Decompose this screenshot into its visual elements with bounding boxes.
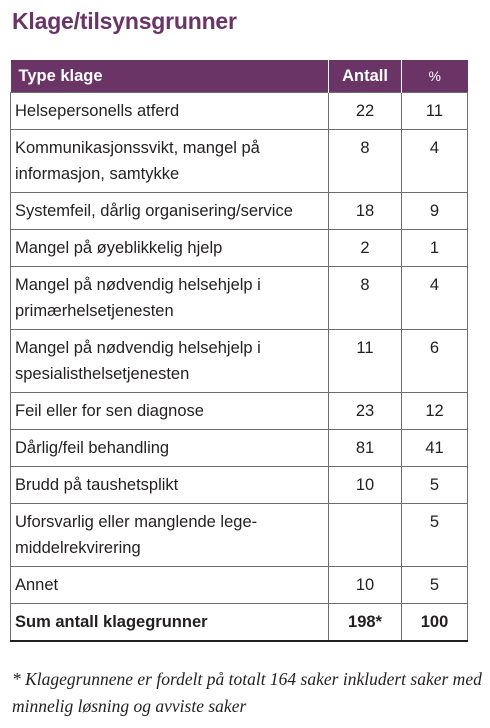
row-count: 11 xyxy=(328,329,402,393)
sum-percent: 100 xyxy=(401,603,468,642)
row-percent: 4 xyxy=(401,129,468,193)
table-row: Dårlig/feil behandling 81 41 xyxy=(10,429,468,467)
table-row: Feil eller for sen diagnose 23 12 xyxy=(10,392,468,430)
row-count: 8 xyxy=(328,266,402,330)
row-percent: 5 xyxy=(401,566,468,604)
header-row: Type klage Antall % xyxy=(10,60,468,93)
row-percent: 11 xyxy=(401,92,468,130)
row-type: Helsepersonells atferd xyxy=(10,92,329,130)
row-percent: 6 xyxy=(401,329,468,393)
complaint-reasons-table: Type klage Antall % Helsepersonells atfe… xyxy=(10,60,468,642)
table-row: Mangel på øyeblikkelig hjelp 2 1 xyxy=(10,229,468,267)
row-type: Mangel på øyeblikkelig hjelp xyxy=(10,229,329,267)
row-percent: 12 xyxy=(401,392,468,430)
sum-label: Sum antall klagegrunner xyxy=(10,603,329,642)
table-title: Klage/tilsynsgrunner xyxy=(12,8,237,34)
table-row: Systemfeil, dårlig organisering/service … xyxy=(10,192,468,230)
row-percent: 9 xyxy=(401,192,468,230)
header-type: Type klage xyxy=(10,60,329,93)
row-count: 81 xyxy=(328,429,402,467)
footnote: * Klagegrunnene er fordelt på totalt 164… xyxy=(12,669,482,716)
table-row: Kommunikasjonssvikt, mangel på informasj… xyxy=(10,129,468,193)
sum-count: 198* xyxy=(328,603,402,642)
row-type: Kommunikasjonssvikt, mangel på informasj… xyxy=(10,129,329,193)
row-type: Brudd på taushetsplikt xyxy=(10,466,329,504)
row-count: 2 xyxy=(328,229,402,267)
table-row: Annet 10 5 xyxy=(10,566,468,604)
row-percent: 5 xyxy=(401,466,468,504)
table-row: Brudd på taushetsplikt 10 5 xyxy=(10,466,468,504)
row-type: Feil eller for sen diagnose xyxy=(10,392,329,430)
row-percent: 5 xyxy=(401,503,468,567)
row-percent: 4 xyxy=(401,266,468,330)
row-type: Dårlig/feil behandling xyxy=(10,429,329,467)
row-percent: 1 xyxy=(401,229,468,267)
row-percent: 41 xyxy=(401,429,468,467)
header-percent: % xyxy=(401,60,468,93)
table-row: Mangel på nødvendig helsehjelp i primærh… xyxy=(10,266,468,330)
row-count: 10 xyxy=(328,466,402,504)
row-count: 18 xyxy=(328,192,402,230)
row-type: Mangel på nødvendig helsehjelp i spesial… xyxy=(10,329,329,393)
row-count: 10 xyxy=(328,566,402,604)
row-count: 8 xyxy=(328,129,402,193)
row-type: Mangel på nødvendig helsehjelp i primærh… xyxy=(10,266,329,330)
row-type: Systemfeil, dårlig organisering/service xyxy=(10,192,329,230)
table-row: Uforsvarlig eller manglende lege-middelr… xyxy=(10,503,468,567)
row-type: Uforsvarlig eller manglende lege-middelr… xyxy=(10,503,329,567)
header-count: Antall xyxy=(328,60,402,93)
row-type: Annet xyxy=(10,566,329,604)
sum-row: Sum antall klagegrunner 198* 100 xyxy=(10,603,468,642)
row-count: 23 xyxy=(328,392,402,430)
row-count xyxy=(328,503,402,567)
row-count: 22 xyxy=(328,92,402,130)
table-row: Mangel på nødvendig helsehjelp i spesial… xyxy=(10,329,468,393)
table-row: Helsepersonells atferd 22 11 xyxy=(10,92,468,130)
